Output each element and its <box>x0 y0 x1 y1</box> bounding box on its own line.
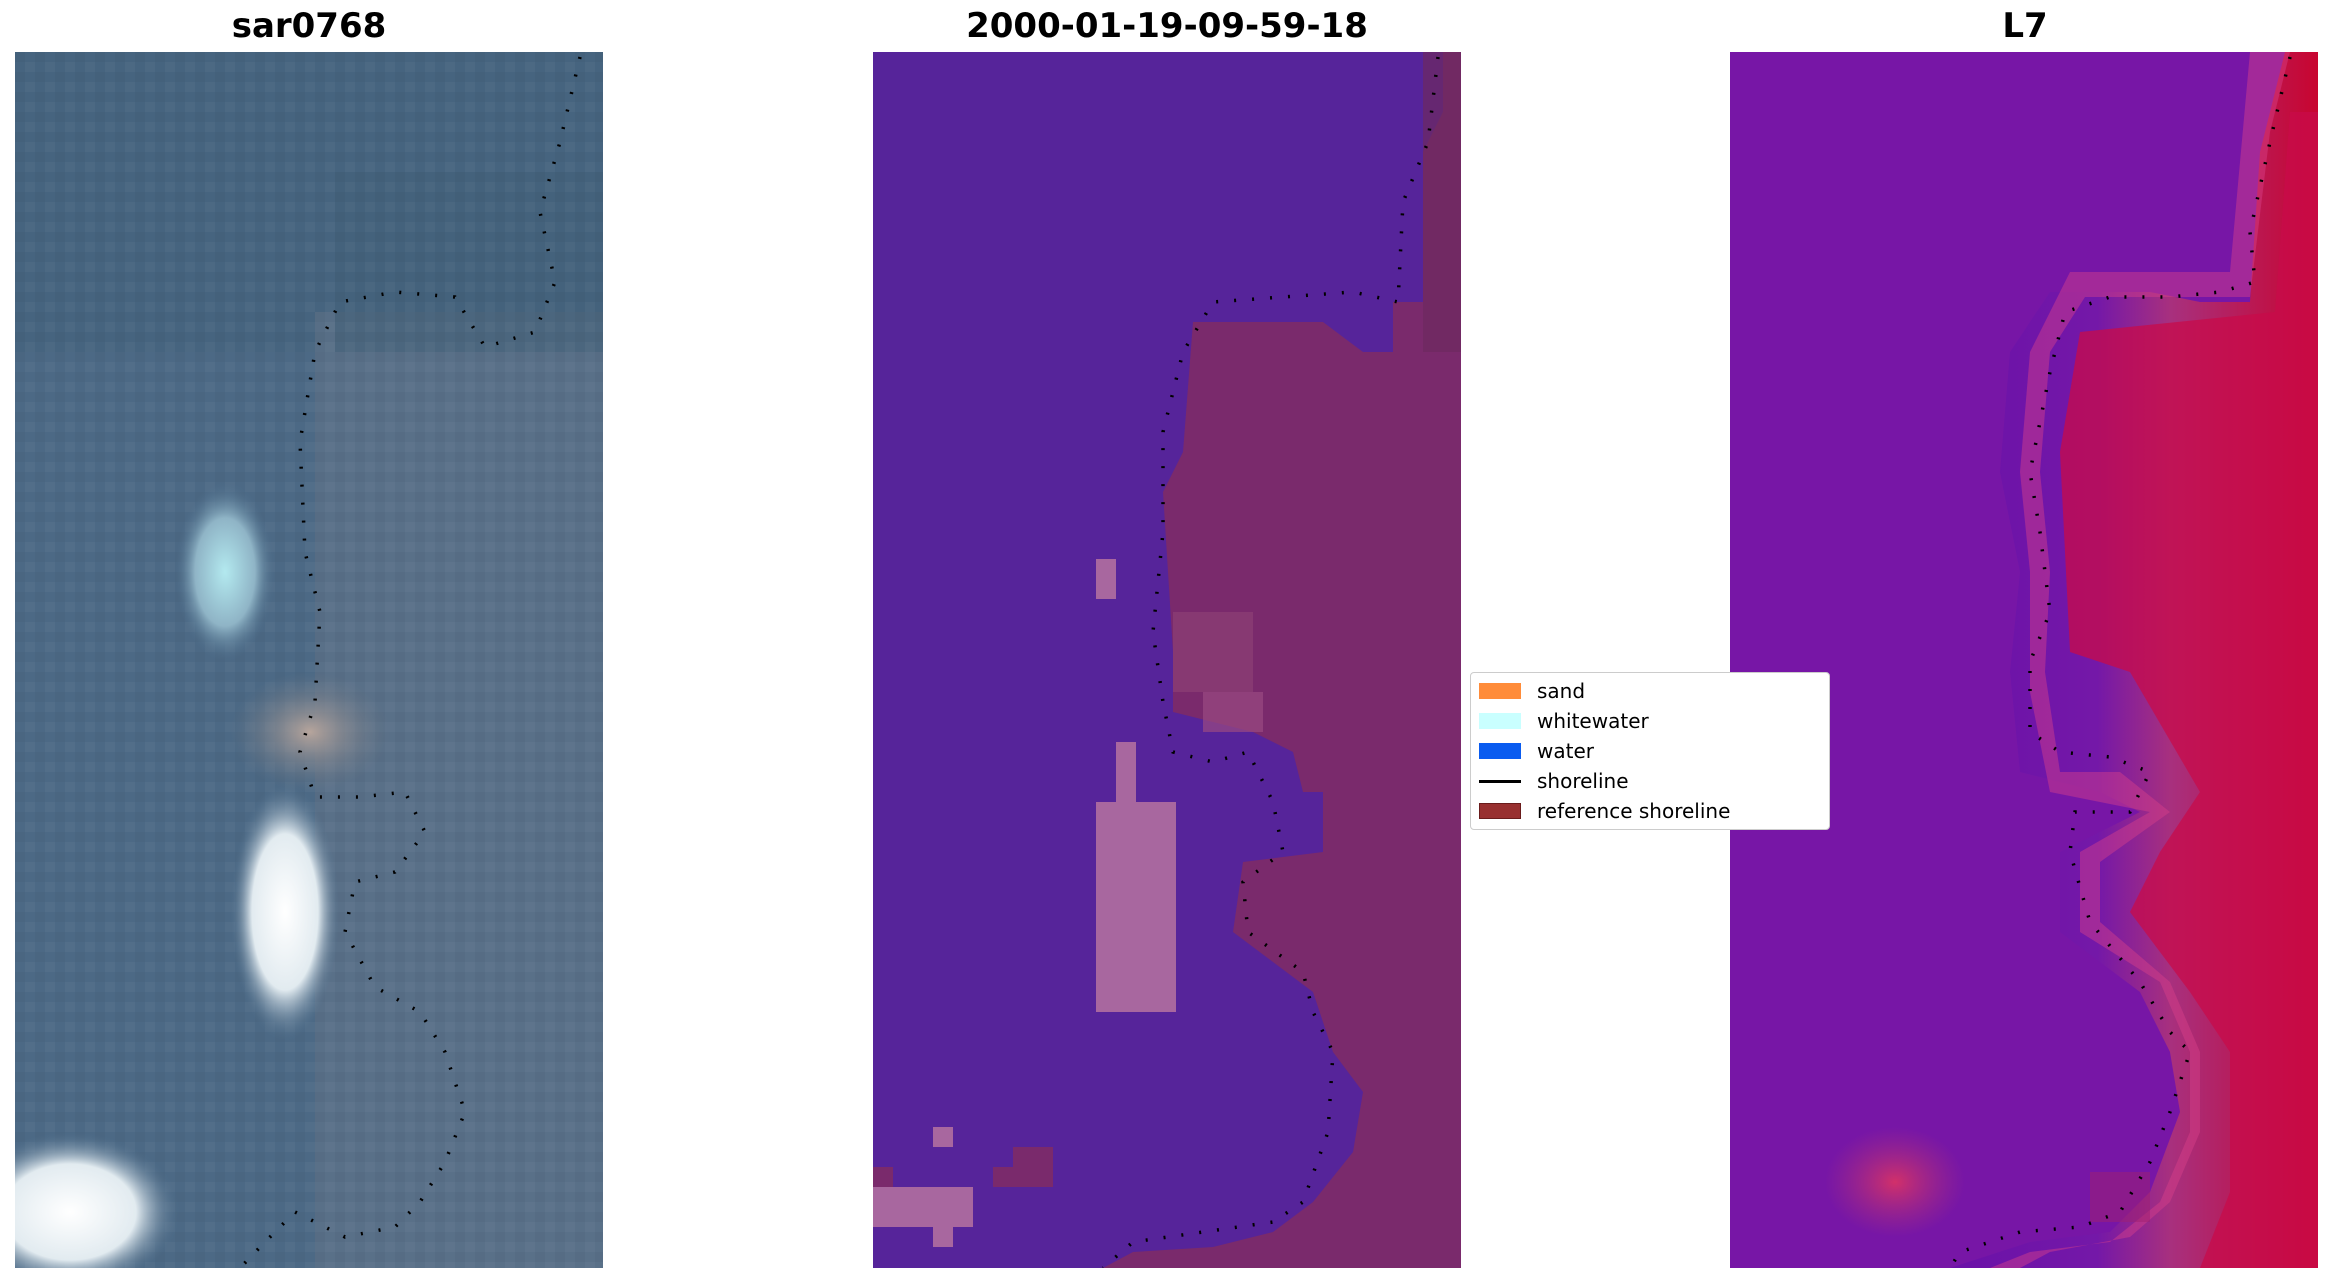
legend-label-reference-shoreline: reference shoreline <box>1537 799 1731 823</box>
whitewater-swatch <box>1479 713 1521 729</box>
rgb-image-panel <box>15 52 603 1268</box>
sand-swatch <box>1479 683 1521 699</box>
legend-item-reference-shoreline: reference shoreline <box>1479 796 1730 826</box>
legend-item-shoreline: shoreline <box>1479 766 1629 796</box>
shoreline-line <box>1479 779 1521 783</box>
classified-image-panel <box>873 52 1461 1268</box>
legend-label-shoreline: shoreline <box>1537 769 1629 793</box>
index-image-panel <box>1730 52 2318 1268</box>
legend-item-sand: sand <box>1479 676 1585 706</box>
title-left: sar0768 <box>231 6 387 46</box>
legend-item-whitewater: whitewater <box>1479 706 1649 736</box>
legend-label-sand: sand <box>1537 679 1586 703</box>
legend-label-water: water <box>1537 739 1594 763</box>
reference-shoreline-swatch <box>1479 803 1521 819</box>
legend-label-whitewater: whitewater <box>1537 709 1649 733</box>
water-swatch <box>1479 743 1521 759</box>
legend-item-water: water <box>1479 736 1594 766</box>
legend: sand whitewater water shoreline referenc… <box>1470 672 1830 830</box>
title-center: 2000-01-19-09-59-18 <box>966 6 1368 46</box>
title-right: L7 <box>2002 6 2048 46</box>
